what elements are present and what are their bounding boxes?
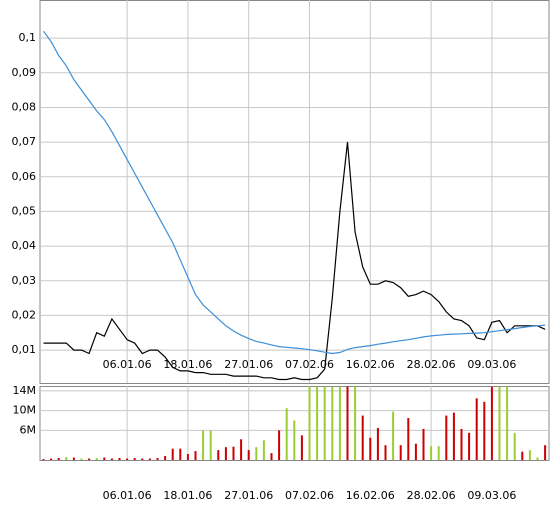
y-tick-label: 10M: [13, 404, 37, 417]
volume-bar: [498, 386, 501, 460]
volume-bar: [42, 459, 45, 460]
volume-bar: [57, 458, 60, 460]
volume-bar: [331, 386, 334, 460]
volume-bar: [110, 458, 113, 460]
volume-bar: [164, 456, 167, 460]
price-line: [43, 142, 546, 381]
volume-bar: [72, 457, 75, 460]
volume-bar: [460, 428, 463, 460]
volume-bar: [224, 447, 227, 460]
y-tick-label: 0,03: [12, 274, 37, 287]
volume-bar: [369, 437, 372, 460]
volume-bar: [186, 454, 189, 460]
x-tick-label: 28.02.06: [407, 489, 456, 502]
volume-bar: [80, 458, 83, 460]
y-tick-label: 0,02: [12, 308, 37, 321]
volume-bar: [407, 418, 410, 460]
y-tick-label: 0,1: [19, 31, 37, 44]
volume-bar: [240, 439, 243, 460]
volume-bar: [293, 420, 296, 460]
x-tick-label: 09.03.06: [467, 489, 516, 502]
x-tick-label: 06.01.06: [103, 358, 152, 371]
volume-bar: [118, 458, 121, 460]
volume-bar: [171, 448, 174, 460]
volume-bar: [536, 457, 539, 460]
volume-bar: [133, 458, 136, 460]
volume-bar: [422, 428, 425, 460]
volume-bar: [179, 448, 182, 460]
volume-bar: [528, 450, 531, 460]
volume-bar: [475, 398, 478, 460]
volume-bar: [376, 427, 379, 460]
volume-bar: [103, 457, 106, 460]
y-tick-label: 0,06: [12, 170, 37, 183]
x-tick-label: 07.02.06: [285, 358, 334, 371]
volume-bar: [247, 450, 250, 460]
volume-bar: [506, 386, 509, 460]
y-tick-label: 0,09: [12, 66, 37, 79]
volume-bar: [490, 386, 493, 460]
volume-bar: [88, 458, 91, 460]
x-tick-label: 16.02.06: [346, 358, 395, 371]
y-tick-label: 6M: [20, 423, 37, 436]
y-tick-label: 0,01: [12, 343, 37, 356]
volume-bar: [361, 415, 364, 460]
volume-bar: [392, 411, 395, 460]
volume-bar: [209, 430, 212, 460]
y-tick-label: 0,08: [12, 100, 37, 113]
y-tick-label: 0,05: [12, 204, 37, 217]
volume-bar: [300, 435, 303, 460]
x-tick-label: 27.01.06: [224, 489, 273, 502]
x-tick-label: 16.02.06: [346, 489, 395, 502]
volume-bar: [126, 458, 129, 460]
volume-bar: [255, 447, 258, 460]
volume-bar: [262, 440, 265, 460]
volume-bar: [323, 386, 326, 460]
volume-bar: [202, 430, 205, 460]
volume-bar: [544, 445, 547, 460]
volume-bar: [521, 451, 524, 460]
volume-bar: [308, 386, 311, 460]
volume-bar: [194, 451, 197, 460]
price-line: [43, 30, 546, 355]
volume-bar: [354, 386, 357, 460]
volume-bar: [430, 446, 433, 460]
volume-bar: [217, 450, 220, 460]
x-tick-label: 18.01.06: [163, 489, 212, 502]
x-tick-label: 18.01.06: [163, 358, 212, 371]
x-tick-label: 28.02.06: [407, 358, 456, 371]
volume-bar: [148, 458, 151, 460]
volume-bar: [399, 445, 402, 460]
y-tick-label: 0,07: [12, 135, 37, 148]
volume-bar: [285, 408, 288, 460]
x-tick-label: 27.01.06: [224, 358, 273, 371]
y-tick-label: 0,04: [12, 239, 37, 252]
volume-bar: [141, 458, 144, 460]
y-tick-label: 14M: [13, 384, 37, 397]
x-tick-label: 06.01.06: [103, 489, 152, 502]
volume-bar: [445, 415, 448, 460]
volume-bar: [346, 386, 349, 460]
volume-bar: [270, 453, 273, 460]
volume-bar: [384, 445, 387, 460]
volume-bar: [156, 458, 159, 460]
volume-bar: [414, 443, 417, 460]
volume-bar: [316, 386, 319, 460]
plot-frame: [39, 0, 550, 384]
volume-bar: [65, 457, 68, 460]
x-tick-label: 09.03.06: [467, 358, 516, 371]
volume-bar: [483, 401, 486, 460]
x-tick-label: 07.02.06: [285, 489, 334, 502]
volume-bar: [50, 458, 53, 460]
volume-bar: [338, 386, 341, 460]
volume-bar: [452, 412, 455, 460]
volume-bar: [513, 432, 516, 460]
volume-bar: [437, 446, 440, 460]
volume-bar: [278, 430, 281, 460]
volume-bar: [95, 458, 98, 460]
volume-bar: [468, 432, 471, 460]
volume-bar: [232, 446, 235, 460]
